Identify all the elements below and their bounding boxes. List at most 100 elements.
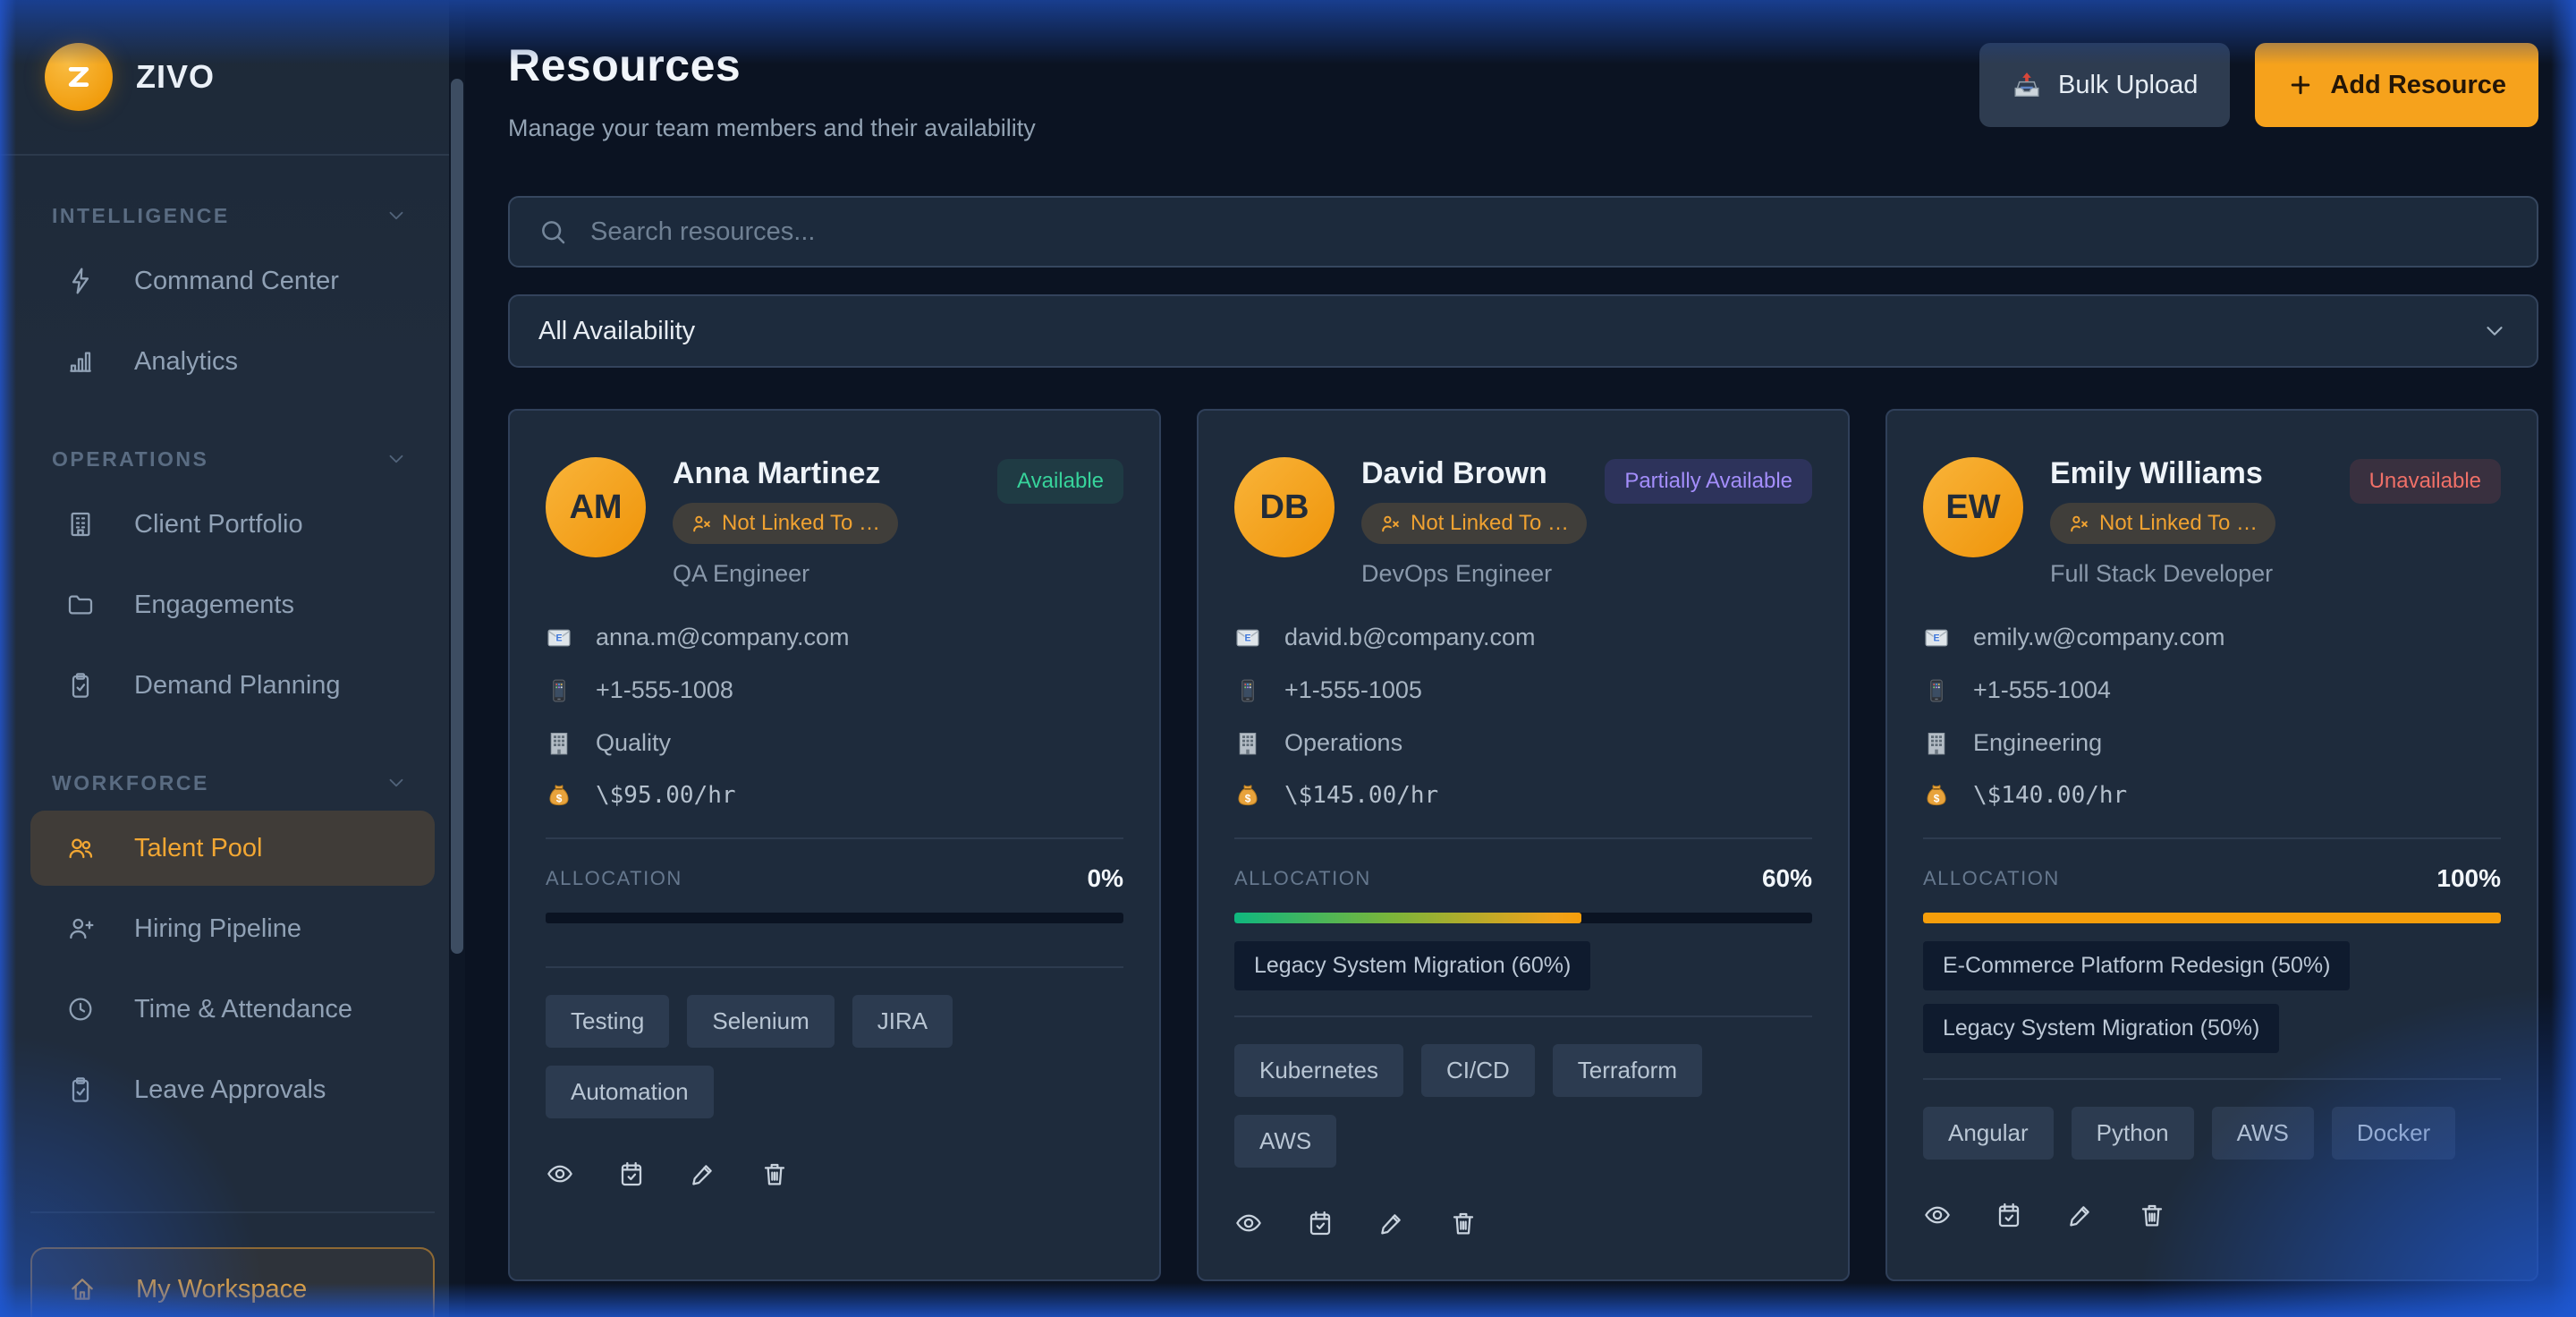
money-bag-icon xyxy=(546,782,572,809)
department-row: Engineering xyxy=(1923,729,2501,757)
nav-item-icon xyxy=(66,914,95,943)
sidebar-item[interactable]: Analytics xyxy=(30,324,435,399)
add-resource-button[interactable]: Add Resource xyxy=(2255,43,2538,127)
sidebar-section-header[interactable]: OPERATIONS xyxy=(30,444,435,474)
view-button[interactable] xyxy=(546,1160,574,1188)
allocation-percent: 60% xyxy=(1761,864,1812,893)
email-icon xyxy=(546,625,572,651)
schedule-button[interactable] xyxy=(1995,1201,2023,1229)
contact-info: david.b@company.com +1-555-1005 Operatio… xyxy=(1234,624,1812,809)
email-icon xyxy=(1234,625,1261,651)
phone-value: +1-555-1005 xyxy=(1284,676,1422,704)
rate-row: \$140.00/hr xyxy=(1923,782,2501,809)
sidebar-footer-divider xyxy=(30,1211,435,1213)
my-workspace-label: My Workspace xyxy=(136,1274,308,1304)
resource-card: AM Anna Martinez Not Linked To … QA Engi… xyxy=(508,409,1161,1281)
sidebar-item-label: Hiring Pipeline xyxy=(134,913,301,943)
status-badge: Available xyxy=(997,459,1123,504)
phone-row: +1-555-1004 xyxy=(1923,676,2501,704)
skill-chip: Kubernetes xyxy=(1234,1044,1403,1098)
home-icon xyxy=(68,1275,97,1304)
avatar: DB xyxy=(1234,457,1335,557)
sidebar-item[interactable]: Leave Approvals xyxy=(30,1052,435,1127)
skill-chip: Python xyxy=(2071,1107,2194,1160)
bulk-upload-button[interactable]: Bulk Upload xyxy=(1979,43,2231,127)
delete-button[interactable] xyxy=(760,1160,789,1188)
sidebar-item-label: Demand Planning xyxy=(134,670,341,700)
chevron-down-icon xyxy=(2481,318,2508,344)
sidebar-item[interactable]: Command Center xyxy=(30,243,435,319)
resource-card: EW Emily Williams Not Linked To … Full S… xyxy=(1885,409,2538,1281)
delete-button[interactable] xyxy=(2138,1201,2166,1229)
rate-value: \$140.00/hr xyxy=(1973,782,2128,810)
sidebar-item[interactable]: Talent Pool xyxy=(30,811,435,886)
contact-info: anna.m@company.com +1-555-1008 Quality \… xyxy=(546,624,1123,809)
sidebar: ZIVO INTELLIGENCE Command Center Analyti… xyxy=(0,0,465,1317)
view-button[interactable] xyxy=(1234,1209,1263,1237)
allocation-progress-fill xyxy=(1234,913,1581,924)
user-x-icon xyxy=(2068,513,2090,535)
nav-item-icon xyxy=(66,347,95,376)
delete-button[interactable] xyxy=(1449,1209,1478,1237)
skill-chip: Docker xyxy=(2331,1107,2456,1160)
sidebar-item[interactable]: Demand Planning xyxy=(30,648,435,723)
edit-button[interactable] xyxy=(2066,1201,2095,1229)
divider xyxy=(1923,1078,2501,1081)
project-assignments: Legacy System Migration (60%) xyxy=(1234,941,1812,991)
not-linked-label: Not Linked To … xyxy=(1411,511,1569,536)
sidebar-item[interactable]: Engagements xyxy=(30,567,435,642)
eye-icon xyxy=(1923,1201,1952,1229)
phone-value: +1-555-1004 xyxy=(1973,676,2111,704)
allocation-percent: 0% xyxy=(1087,864,1123,893)
search-input[interactable] xyxy=(590,217,2508,247)
edit-button[interactable] xyxy=(1377,1209,1406,1237)
resource-card-header: DB David Brown Not Linked To … DevOps En… xyxy=(1234,456,1812,588)
building-icon xyxy=(1923,730,1950,757)
search-icon xyxy=(538,217,567,246)
project-assignments: E-Commerce Platform Redesign (50%) Legac… xyxy=(1923,941,2501,1054)
not-linked-badge: Not Linked To … xyxy=(1361,503,1587,545)
sidebar-item[interactable]: Client Portfolio xyxy=(30,487,435,562)
skills-list: Testing Selenium JIRA Automation xyxy=(546,995,1123,1119)
resource-identity: Emily Williams Not Linked To … Full Stac… xyxy=(2050,456,2323,588)
calendar-check-icon xyxy=(1995,1201,2023,1229)
schedule-button[interactable] xyxy=(1306,1209,1335,1237)
department-value: Quality xyxy=(596,729,672,757)
allocation-progress-track xyxy=(1923,913,2501,924)
page-header-text: Resources Manage your team members and t… xyxy=(508,39,1036,142)
sidebar-scrollbar-thumb[interactable] xyxy=(451,79,463,954)
chevron-down-icon xyxy=(385,771,408,794)
email-row: anna.m@company.com xyxy=(546,624,1123,651)
nav-item-icon xyxy=(66,995,95,1024)
resource-card-header: AM Anna Martinez Not Linked To … QA Engi… xyxy=(546,456,1123,588)
sidebar-item-my-workspace[interactable]: My Workspace xyxy=(30,1247,435,1317)
edit-button[interactable] xyxy=(689,1160,717,1188)
allocation-progress-fill xyxy=(1923,913,2501,924)
sidebar-item[interactable]: Hiring Pipeline xyxy=(30,891,435,966)
skills-list: Kubernetes CI/CD Terraform AWS xyxy=(1234,1044,1812,1168)
resource-card-header: EW Emily Williams Not Linked To … Full S… xyxy=(1923,456,2501,588)
nav-item-icon xyxy=(66,1075,95,1104)
calendar-check-icon xyxy=(1306,1209,1335,1237)
skill-chip: JIRA xyxy=(852,995,953,1049)
nav-item-icon xyxy=(66,510,95,539)
card-actions xyxy=(546,1160,1123,1188)
sidebar-section: INTELLIGENCE Command Center Analytics xyxy=(30,200,435,399)
phone-icon xyxy=(1234,677,1261,704)
sidebar-item[interactable]: Time & Attendance xyxy=(30,972,435,1047)
skill-chip: AWS xyxy=(2211,1107,2314,1160)
page-header: Resources Manage your team members and t… xyxy=(508,39,2538,142)
availability-filter-select[interactable]: All Availability xyxy=(508,294,2538,368)
sidebar-section-header[interactable]: INTELLIGENCE xyxy=(30,200,435,231)
sidebar-section-header[interactable]: WORKFORCE xyxy=(30,768,435,798)
schedule-button[interactable] xyxy=(617,1160,646,1188)
contact-info: emily.w@company.com +1-555-1004 Engineer… xyxy=(1923,624,2501,809)
resource-name: Anna Martinez xyxy=(673,456,881,490)
not-linked-badge: Not Linked To … xyxy=(673,503,898,545)
phone-row: +1-555-1008 xyxy=(546,676,1123,704)
view-button[interactable] xyxy=(1923,1201,1952,1229)
project-chip: Legacy System Migration (60%) xyxy=(1234,941,1591,991)
sidebar-section-label: INTELLIGENCE xyxy=(52,203,230,227)
sidebar-section-items: Client Portfolio Engagements Demand Plan… xyxy=(30,487,435,723)
